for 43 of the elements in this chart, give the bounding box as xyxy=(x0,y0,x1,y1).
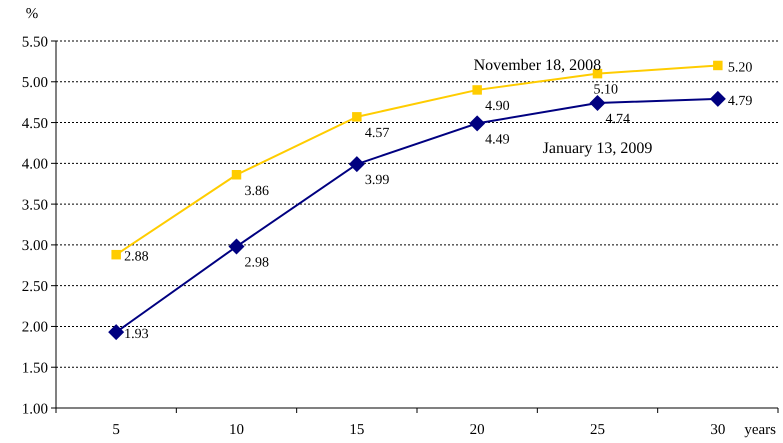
point xyxy=(590,94,606,111)
y-tick-label: 2.50 xyxy=(22,278,48,295)
y-tick-label: 5.50 xyxy=(22,34,48,50)
y-tick-label: 4.50 xyxy=(22,116,48,132)
y-tick-label: 4.00 xyxy=(22,156,48,173)
y-tick-label: 3.50 xyxy=(22,197,48,214)
data-label: 5.20 xyxy=(728,60,752,76)
point xyxy=(232,170,242,180)
data-label: 3.99 xyxy=(364,173,390,188)
point xyxy=(469,115,486,132)
data-label: 4.74 xyxy=(606,112,630,127)
y-tick-label: 2.00 xyxy=(22,320,48,336)
data-label: 4.49 xyxy=(485,132,510,148)
x-tick-label: 25 xyxy=(590,422,605,438)
point xyxy=(472,85,482,95)
point xyxy=(352,112,362,122)
x-tick-label: 20 xyxy=(470,422,485,438)
y-tick-label: 1.50 xyxy=(22,360,48,376)
point xyxy=(710,90,726,107)
point xyxy=(348,156,365,172)
x-tick-label: 10 xyxy=(229,422,244,438)
data-label: 2.98 xyxy=(244,256,269,271)
x-tick-label: 5 xyxy=(112,422,120,438)
x-tick-label: 30 xyxy=(710,422,726,438)
point xyxy=(108,324,124,340)
data-label: 2.88 xyxy=(124,250,149,265)
series-label: November 18, 2008 xyxy=(474,56,602,74)
point xyxy=(228,238,244,255)
y-tick-label: 3.00 xyxy=(22,238,48,254)
point xyxy=(111,250,121,260)
x-axis-title: years xyxy=(744,422,776,438)
data-label: 4.57 xyxy=(364,126,390,141)
data-label: 4.79 xyxy=(728,94,752,109)
data-label: 4.90 xyxy=(485,98,510,114)
x-tick-label: 15 xyxy=(349,422,364,438)
data-label: 1.93 xyxy=(124,327,149,342)
point xyxy=(713,60,723,70)
y-tick-label: 1.00 xyxy=(22,401,48,418)
y-tick-label: 5.00 xyxy=(22,75,48,92)
data-label: 3.86 xyxy=(244,184,269,199)
data-label: 5.10 xyxy=(594,82,618,98)
y-axis-title: % xyxy=(26,6,38,22)
series-label: January 13, 2009 xyxy=(542,140,652,157)
